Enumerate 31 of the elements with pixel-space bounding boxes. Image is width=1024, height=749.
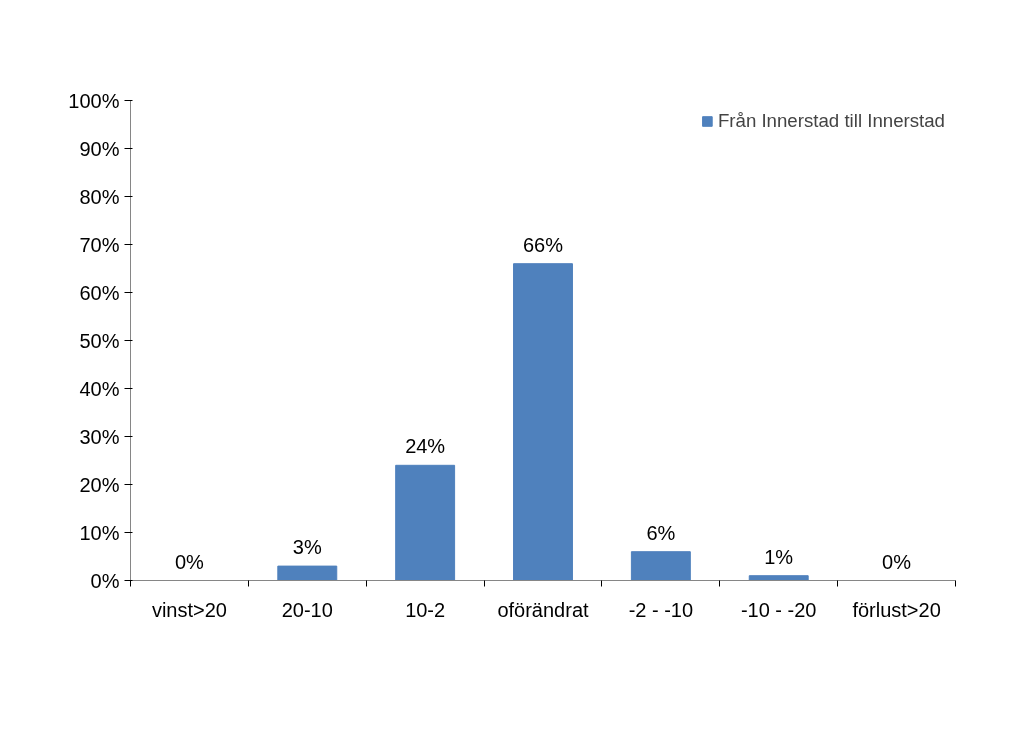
x-tick-label: förlust>20 — [852, 598, 941, 621]
bar — [748, 575, 809, 581]
data-label: 3% — [292, 536, 322, 559]
data-label: 0% — [174, 550, 205, 573]
legend-label: Från Innerstad till Innerstad — [717, 110, 945, 132]
y-tick-label: 30% — [79, 425, 120, 448]
data-label: 66% — [522, 233, 564, 256]
bar — [630, 551, 691, 581]
data-label: 1% — [764, 545, 794, 568]
bar — [513, 263, 573, 581]
data-label: 24% — [405, 435, 446, 458]
bar — [395, 464, 456, 581]
y-tick-label: 80% — [79, 185, 120, 208]
y-tick-label: 60% — [79, 281, 120, 304]
y-tick-label: 0% — [90, 569, 120, 592]
y-tick-label: 50% — [79, 329, 120, 352]
data-label: 0% — [882, 550, 912, 573]
x-tick-label: vinst>20 — [151, 598, 227, 621]
x-tick-label: 10-2 — [405, 598, 446, 621]
x-tick-label: -2 - -10 — [628, 598, 694, 621]
data-label: 6% — [646, 521, 676, 544]
y-tick-label: 90% — [79, 137, 120, 160]
y-tick-label: 20% — [79, 473, 120, 496]
x-tick-label: oförändrat — [497, 598, 590, 621]
y-tick-label: 10% — [79, 521, 120, 544]
y-tick-label: 100% — [68, 89, 120, 112]
bar — [277, 565, 338, 581]
y-tick-label: 40% — [79, 377, 120, 400]
x-tick-label: 20-10 — [281, 598, 333, 621]
x-tick-label: -10 - -20 — [740, 598, 817, 621]
y-tick-label: 70% — [79, 233, 120, 256]
